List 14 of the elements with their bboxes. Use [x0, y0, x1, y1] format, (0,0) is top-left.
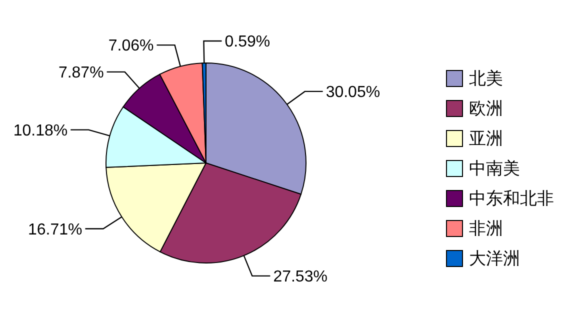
legend-label: 中南美 — [469, 158, 520, 180]
data-label: 16.71% — [28, 221, 82, 238]
legend-label: 北美 — [469, 68, 503, 90]
legend-label: 中东和北非 — [469, 188, 554, 210]
legend-label: 大洋洲 — [469, 248, 520, 270]
data-label: 7.06% — [108, 38, 154, 55]
data-label: 0.59% — [224, 34, 270, 51]
data-label: 7.87% — [58, 64, 104, 82]
data-label: 30.05% — [326, 84, 380, 102]
legend-label: 非洲 — [469, 218, 503, 240]
legend-label: 欧洲 — [469, 98, 503, 120]
data-label: 10.18% — [13, 122, 68, 140]
legend-label: 亚洲 — [469, 128, 503, 150]
data-label: 27.53% — [273, 268, 328, 286]
